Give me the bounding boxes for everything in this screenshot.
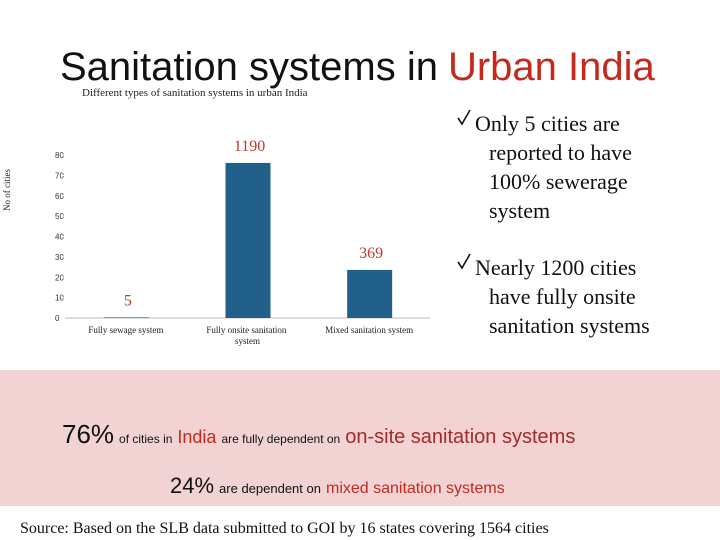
summary-segment: of cities in [119, 432, 172, 446]
data-annotation: 1190 [234, 138, 265, 155]
bullet-line: Only 5 cities are [475, 111, 620, 136]
label-line: Fully sewage system [88, 325, 163, 335]
bullet-line: Nearly 1200 cities [475, 255, 636, 280]
x-tick-label: Fully sewage system [88, 325, 163, 335]
bullet-line: have fully onsite [489, 284, 636, 309]
bullet-line: reported to have [489, 140, 632, 165]
source: Source: Based on the SLB data submitted … [20, 520, 549, 537]
summary-segment: 76% [62, 419, 114, 449]
summary-line: 76% of cities in India are fully dependent … [62, 419, 575, 449]
data-annotation: 369 [359, 245, 383, 262]
y-tick-label: 20 [55, 273, 64, 282]
summary-segment: mixed sanitation systems [326, 480, 505, 497]
x-tick-label: Mixed sanitation system [325, 325, 413, 335]
y-axis-label: No of cities [2, 169, 12, 211]
summary-segment: are dependent on [219, 481, 321, 496]
summary-segment: 24% [170, 473, 214, 498]
y-tick-label: 0 [55, 314, 60, 323]
bullet-line: 100% sewerage [489, 169, 628, 194]
y-tick-label: 70 [55, 171, 64, 180]
bullet-line: sanitation systems [489, 313, 650, 338]
y-tick-label: 80 [55, 151, 64, 160]
summary-segment: India [177, 427, 217, 447]
y-tick-label: 50 [55, 212, 64, 221]
bar [225, 162, 271, 318]
bullet-line: system [489, 198, 550, 223]
summary-segment: are fully dependent on [221, 432, 340, 446]
y-tick-label: 30 [55, 253, 64, 262]
label-line: system [235, 336, 260, 346]
data-annotation: 5 [124, 292, 132, 309]
summary-segment: on-site sanitation systems [345, 426, 575, 448]
y-tick-label: 60 [55, 192, 64, 201]
title: Sanitation systems in Urban India [60, 45, 656, 89]
highlight-band [0, 370, 720, 506]
bar [347, 269, 393, 318]
label-line: Mixed sanitation system [325, 325, 413, 335]
y-tick-label: 40 [55, 233, 64, 242]
x-tick-label: Fully onsite sanitation system [206, 325, 288, 346]
check-icon [457, 253, 471, 270]
title-part: Sanitation systems in [60, 45, 438, 89]
check-icon [457, 109, 471, 126]
bar [103, 317, 149, 318]
label-line: Fully onsite sanitation [206, 325, 288, 335]
y-tick-label: 10 [55, 294, 64, 303]
title-part: Urban India [448, 45, 656, 89]
summary-line: 24% are dependent on mixed sanitation syst… [170, 473, 505, 498]
subtitle: Different types of sanitation systems in… [82, 87, 308, 99]
